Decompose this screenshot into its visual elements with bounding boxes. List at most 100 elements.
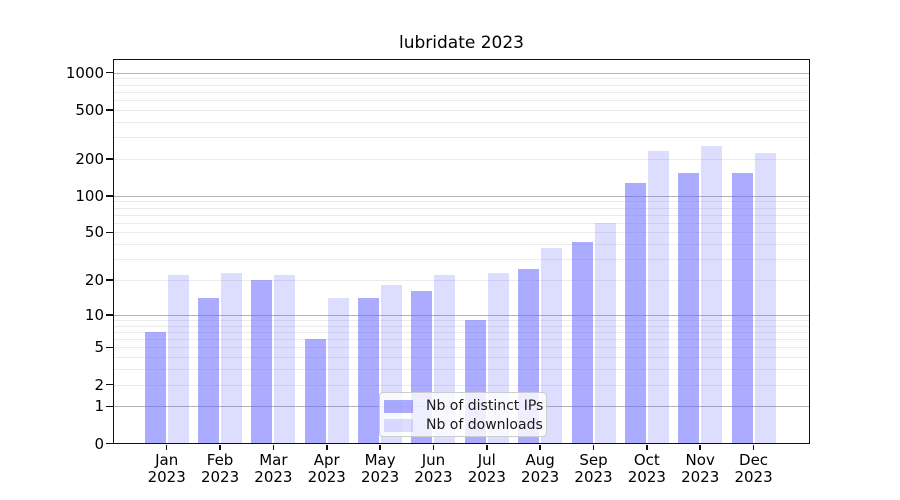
y-axis-tick-mark bbox=[106, 279, 113, 281]
x-axis-tick-label: Mar 2023 bbox=[254, 451, 293, 486]
x-axis-tick-label: Dec 2023 bbox=[734, 451, 773, 486]
x-axis-tick-label: May 2023 bbox=[361, 451, 400, 486]
legend: Nb of distinct IPs Nb of downloads bbox=[379, 392, 547, 437]
x-axis-tick-label: Jul 2023 bbox=[467, 451, 506, 486]
x-axis-tick-mark bbox=[592, 445, 595, 450]
legend-item-distinct-ips: Nb of distinct IPs bbox=[384, 398, 546, 414]
y-axis-tick-mark bbox=[106, 383, 113, 386]
y-axis-tick-label: 1000 bbox=[65, 63, 104, 82]
x-axis-tick-label: Oct 2023 bbox=[627, 451, 666, 486]
gridline-minor bbox=[113, 109, 810, 111]
gridline-minor bbox=[113, 214, 810, 216]
y-axis-tick-label: 200 bbox=[75, 149, 104, 168]
x-axis-tick-mark bbox=[699, 445, 701, 450]
gridline-minor bbox=[113, 347, 810, 349]
bar-distinct-ips-apr-2023 bbox=[304, 339, 326, 444]
y-axis-tick-mark bbox=[106, 314, 113, 316]
x-axis-tick-mark bbox=[432, 445, 435, 450]
gridline-minor bbox=[113, 158, 810, 160]
bar-distinct-ips-jan-2023 bbox=[144, 331, 166, 444]
y-axis-tick-label: 50 bbox=[84, 223, 104, 242]
y-axis-tick-mark bbox=[106, 346, 113, 349]
plot-area bbox=[113, 59, 810, 444]
bar-distinct-ips-nov-2023 bbox=[678, 173, 700, 444]
gridline-minor bbox=[113, 84, 810, 86]
gridline-major bbox=[113, 195, 810, 197]
bar-downloads-nov-2023 bbox=[701, 146, 723, 444]
x-axis-tick-mark bbox=[219, 445, 221, 450]
gridline-minor bbox=[113, 369, 810, 371]
y-axis-tick-mark bbox=[106, 405, 113, 408]
gridline-major bbox=[113, 314, 810, 316]
gridline-minor bbox=[113, 244, 810, 246]
y-axis-tick-label: 10 bbox=[84, 305, 104, 324]
x-axis-tick-label: Apr 2023 bbox=[307, 451, 346, 486]
gridline-minor bbox=[113, 339, 810, 341]
x-axis-tick-label: Aug 2023 bbox=[521, 451, 560, 486]
x-axis-tick-mark bbox=[326, 445, 328, 450]
x-axis-tick-label: Jun 2023 bbox=[414, 451, 453, 486]
x-axis-tick-mark bbox=[752, 445, 755, 450]
bar-distinct-ips-may-2023 bbox=[358, 298, 380, 444]
gridline-minor bbox=[113, 331, 810, 333]
y-axis-tick-label: 20 bbox=[84, 271, 104, 290]
legend-swatch-distinct-ips bbox=[384, 399, 413, 413]
y-axis-tick-mark bbox=[106, 71, 113, 74]
bar-downloads-dec-2023 bbox=[754, 153, 776, 444]
gridline-minor bbox=[113, 137, 810, 139]
bar-distinct-ips-oct-2023 bbox=[624, 183, 646, 444]
y-axis-tick-mark bbox=[106, 158, 113, 160]
y-axis-tick-mark bbox=[106, 231, 113, 234]
legend-item-downloads: Nb of downloads bbox=[384, 417, 546, 433]
gridline-minor bbox=[113, 222, 810, 224]
x-axis-tick-mark bbox=[379, 445, 381, 450]
gridline-minor bbox=[113, 384, 810, 386]
bar-downloads-sep-2023 bbox=[594, 222, 616, 444]
y-axis-tick-label: 500 bbox=[75, 100, 104, 119]
y-axis-tick-label: 100 bbox=[75, 186, 104, 205]
gridline-minor bbox=[113, 78, 810, 80]
y-axis-tick-mark bbox=[106, 195, 113, 197]
y-axis-tick-label: 2 bbox=[94, 375, 104, 394]
bar-downloads-oct-2023 bbox=[647, 151, 669, 444]
legend-label-distinct-ips: Nb of distinct IPs bbox=[426, 398, 544, 414]
gridline-minor bbox=[113, 280, 810, 282]
gridline-minor bbox=[113, 91, 810, 93]
bar-distinct-ips-feb-2023 bbox=[198, 298, 220, 444]
x-axis-tick-label: Jan 2023 bbox=[147, 451, 186, 486]
gridline-minor bbox=[113, 201, 810, 203]
legend-label-downloads: Nb of downloads bbox=[426, 417, 543, 433]
y-axis-tick-label: 1 bbox=[94, 397, 104, 416]
legend-swatch-downloads bbox=[384, 418, 413, 432]
x-axis-tick-label: Feb 2023 bbox=[200, 451, 240, 486]
gridline-major bbox=[113, 72, 810, 74]
gridline-minor bbox=[113, 207, 810, 209]
bar-downloads-apr-2023 bbox=[327, 298, 349, 444]
bar-distinct-ips-dec-2023 bbox=[731, 173, 753, 444]
y-axis-tick-label: 0 bbox=[94, 434, 104, 453]
x-axis-tick-label: Sep 2023 bbox=[574, 451, 613, 486]
gridline-minor bbox=[113, 325, 810, 327]
gridline-minor bbox=[113, 232, 810, 234]
chart-title: lubridate 2023 bbox=[398, 33, 524, 53]
gridline-minor bbox=[113, 357, 810, 359]
bar-downloads-jan-2023 bbox=[167, 275, 189, 444]
x-axis-tick-mark bbox=[539, 445, 541, 450]
gridline-minor bbox=[113, 100, 810, 102]
x-axis-tick-mark bbox=[165, 445, 168, 450]
y-axis-tick-label: 5 bbox=[94, 338, 104, 357]
y-axis-tick-mark bbox=[106, 109, 113, 111]
y-axis-tick-mark bbox=[106, 442, 113, 445]
x-axis-tick-mark bbox=[646, 445, 648, 450]
bar-distinct-ips-sep-2023 bbox=[571, 241, 593, 444]
x-axis-tick-mark bbox=[486, 445, 488, 450]
x-axis-tick-label: Nov 2023 bbox=[681, 451, 720, 486]
bar-downloads-feb-2023 bbox=[221, 272, 243, 444]
bar-distinct-ips-mar-2023 bbox=[251, 280, 273, 444]
bar-downloads-mar-2023 bbox=[274, 275, 296, 444]
gridline-minor bbox=[113, 259, 810, 261]
gridline-minor bbox=[113, 319, 810, 321]
x-axis-tick-mark bbox=[272, 445, 275, 450]
gridline-minor bbox=[113, 121, 810, 123]
